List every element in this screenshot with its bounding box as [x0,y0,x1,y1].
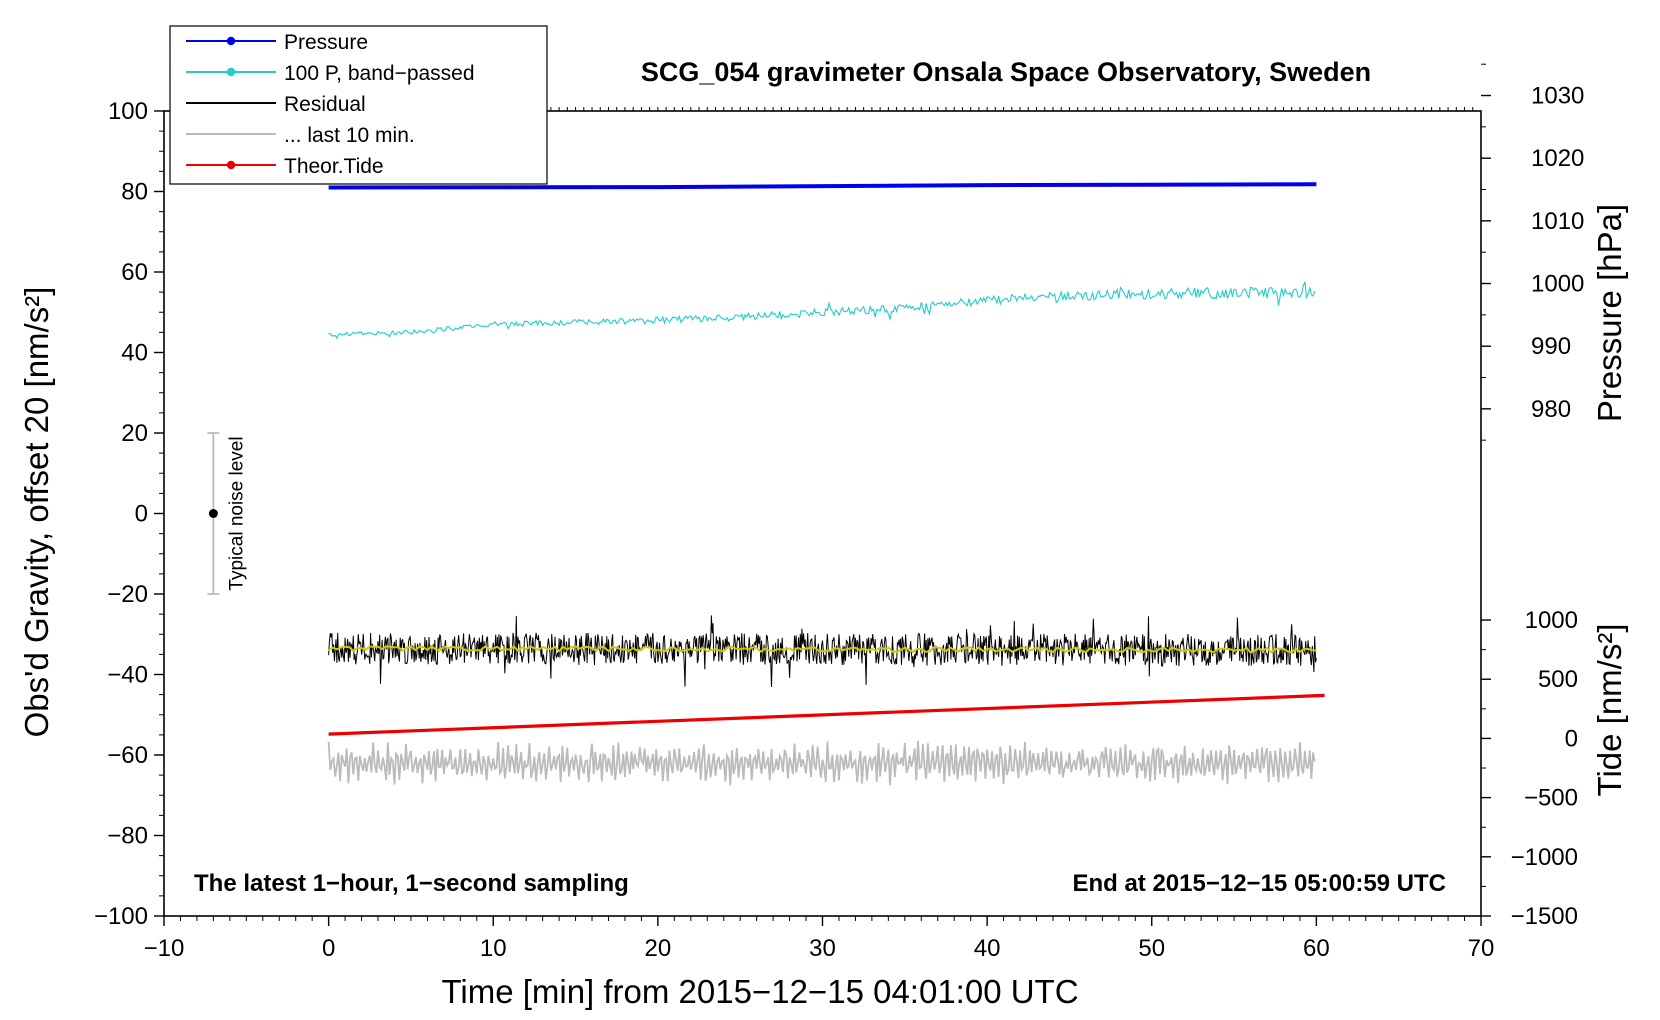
tide-tick-label: 1000 [1525,607,1578,634]
x-tick-label: 0 [322,935,335,962]
legend-label: Pressure [284,31,368,54]
y-tick-label: 60 [121,259,148,286]
pressure-tick-label: 990 [1531,333,1571,360]
x-tick-label: 40 [974,935,1001,962]
pressure-tick-label: 1030 [1531,83,1584,110]
noise-bar-label: Typical noise level [226,436,247,590]
pressure-axis-label: Pressure [hPa] [1591,204,1628,422]
series-residual-smoothed-line [328,644,1317,654]
legend-label: Residual [284,93,366,116]
pressure-tick-label: 980 [1531,396,1571,423]
y-tick-label: 80 [121,179,148,206]
x-axis-label: Time [min] from 2015−12−15 04:01:00 UTC [441,973,1078,1010]
legend-box [169,25,548,185]
series-last-10-min-line [327,740,1316,786]
legend-marker [226,36,236,46]
y-tick-label: 40 [121,340,148,367]
pressure-tick-label: 1000 [1531,271,1584,298]
x-tick-label: 30 [809,935,836,962]
y-tick-label: 0 [135,501,148,528]
note-end-time: End at 2015−12−15 05:00:59 UTC [1072,870,1446,897]
plot-area: Typical noise level [207,182,1325,786]
y-tick-label: −20 [107,581,148,608]
x-tick-label: 20 [645,935,672,962]
y-tick-label: −100 [94,903,148,930]
series-theor-tide-line [328,693,1325,736]
tide-axis-label: Tide [nm/s²] [1591,624,1628,797]
legend-label: ... last 10 min. [284,124,415,147]
legend: Pressure 100 P, band−passed Residual ... la… [169,25,548,185]
series-pressure-line [328,182,1317,190]
tide-tick-label: 0 [1565,725,1578,752]
tide-tick-label: 500 [1538,666,1578,693]
legend-marker [226,160,236,170]
x-tick-label: 50 [1138,935,1165,962]
x-tick-label: 10 [480,935,507,962]
noise-bar-dot [208,509,218,518]
legend-label: Theor.Tide [284,155,384,178]
x-tick-label: −10 [144,935,185,962]
y-axis-label: Obs'd Gravity, offset 20 [nm/s²] [18,287,55,738]
y-tick-label: 20 [121,420,148,447]
y-tick-label: −80 [107,823,148,850]
y-tick-label: 100 [108,98,148,125]
tide-tick-label: −1500 [1511,903,1578,930]
pressure-tick-label: 1010 [1531,208,1584,235]
series-residual-line [328,615,1317,688]
legend-label: 100 P, band−passed [284,62,475,85]
tide-tick-label: −1000 [1511,844,1578,871]
note-sampling: The latest 1−hour, 1−second sampling [194,870,629,897]
chart-title: SCG_054 gravimeter Onsala Space Observat… [641,57,1371,87]
legend-marker [226,67,236,77]
y-tick-label: −60 [107,742,148,769]
tide-tick-label: −500 [1524,785,1578,812]
pressure-tick-label: 1020 [1531,145,1584,172]
y-tick-label: −40 [107,662,148,689]
x-tick-label: 60 [1303,935,1330,962]
x-tick-label: 70 [1468,935,1495,962]
series-band-passed-line [328,281,1316,340]
